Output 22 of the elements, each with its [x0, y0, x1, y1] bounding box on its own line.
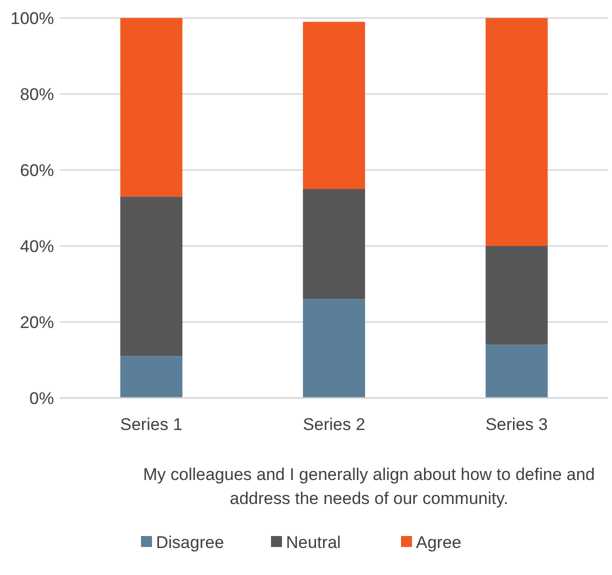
y-tick-label: 60%: [20, 160, 54, 180]
bar: [486, 246, 548, 345]
x-axis-title: My colleagues and I generally align about how to define and address the needs of our community.: [143, 465, 595, 508]
bar: [486, 18, 548, 246]
x-tick-label: Series 3: [485, 415, 548, 434]
bar: [486, 344, 548, 398]
y-tick-label: 80%: [20, 84, 54, 104]
y-tick-label: 0%: [29, 388, 54, 408]
bar: [302, 22, 366, 189]
x-tick-label: Series 1: [120, 415, 183, 434]
legend-label: Agree: [416, 532, 462, 552]
y-tick-label: 100%: [10, 8, 54, 28]
legend-label: Disagree: [156, 532, 224, 552]
legend-label: Neutral: [286, 532, 341, 552]
bar: [302, 299, 366, 398]
x-tick-label: Series 2: [302, 415, 366, 434]
y-tick-label: 40%: [20, 236, 54, 256]
y-tick-label: 20%: [20, 312, 54, 332]
bar: [120, 18, 182, 197]
bar: [302, 189, 366, 300]
bar: [120, 196, 182, 356]
bar: [120, 356, 182, 398]
